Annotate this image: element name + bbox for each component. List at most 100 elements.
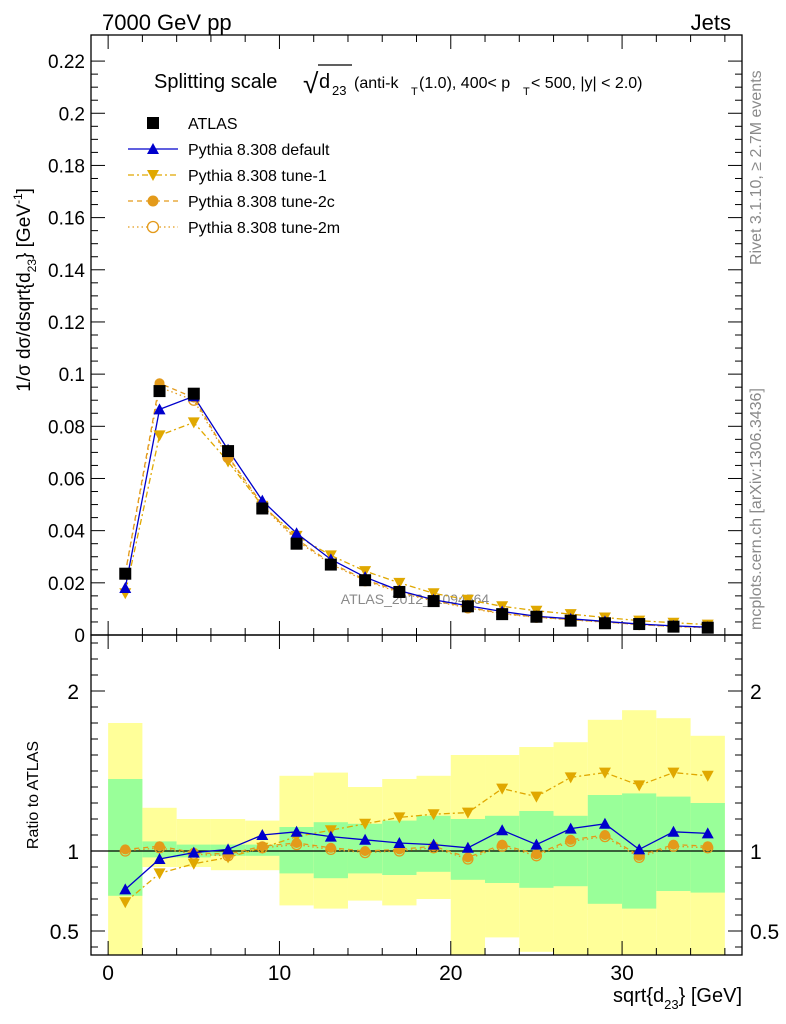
main-y-tick-label: 0.14 [48, 261, 85, 282]
ratio-point-tune2m [290, 838, 303, 851]
main-point-tune1 [427, 588, 440, 600]
ratio-y-tick-label: 2 [67, 681, 79, 704]
ratio-y-tick-label-right: 0.5 [750, 921, 779, 944]
chart-title: Splitting scale √ d 23 (anti-k T (1.0), … [154, 64, 643, 99]
main-point-atlas [667, 620, 680, 633]
ratio-point-tune1 [153, 868, 166, 880]
ratio-point-default [393, 837, 406, 848]
legend-tune2c-marker [147, 195, 159, 207]
title-prefix: Splitting scale [154, 71, 277, 93]
main-point-atlas [393, 585, 406, 598]
title-cond3: < 500, |y| < 2.0) [531, 75, 643, 92]
main-y-tick-label: 0.22 [48, 52, 85, 73]
ratio-bands [91, 710, 742, 955]
ratio-point-tune2m [462, 853, 474, 865]
main-y-tick-label: 0.2 [59, 104, 85, 125]
x-tick-label: 10 [268, 962, 291, 985]
ratio-point-tune1 [427, 809, 440, 821]
ratio-y-tick-label: 1 [67, 841, 79, 864]
ratio-point-default [222, 843, 235, 855]
ratio-point-tune2m [496, 840, 508, 852]
ratio-point-tune1 [496, 783, 509, 795]
svg-text:1/σ dσ/dsqrt{d23} [GeV-1]: 1/σ dσ/dsqrt{d23} [GeV-1] [11, 188, 39, 392]
ratio-y-axis-label: Ratio to ATLAS [25, 741, 42, 849]
main-point-atlas [598, 617, 611, 630]
ratio-point-default [187, 846, 200, 858]
ratio-point-tune1 [701, 770, 714, 782]
ratio-point-tune1 [530, 791, 543, 803]
main-point-atlas [359, 574, 372, 587]
main-point-default [153, 403, 166, 415]
legend-atlas-marker [147, 117, 159, 129]
main-point-tune1 [153, 430, 166, 442]
mcplots-label: mcplots.cern.ch [arXiv:1306.3436] [748, 388, 765, 630]
title-d-sub: 23 [332, 83, 346, 98]
main-point-atlas [256, 502, 269, 515]
main-y-tick-label: 0.02 [48, 574, 85, 595]
ylabel-part3: ] [14, 188, 35, 193]
main-y-tick-label: 0.16 [48, 209, 85, 230]
ratio-point-tune1 [461, 807, 474, 819]
main-point-tune1 [393, 577, 406, 589]
ratio-point-default [324, 830, 337, 842]
ratio-line-tune2m [125, 835, 708, 860]
ratio-point-tune2m [359, 846, 371, 859]
ylabel-sub: 23 [25, 259, 39, 273]
main-y-tick-label: 0.08 [48, 417, 85, 438]
ratio-point-tune1 [564, 772, 577, 784]
main-y-tick-label: 0.12 [48, 313, 85, 334]
main-point-atlas [427, 595, 440, 608]
ratio-axis-ticks: 0.5 0.51 12 20 10 20 30 [50, 635, 779, 985]
ratio-point-tune2m [530, 850, 543, 862]
xlabel-part2: } [GeV] [679, 985, 742, 1007]
main-point-atlas [496, 608, 509, 621]
legend-tune2c-label: Pythia 8.308 tune-2c [188, 194, 335, 211]
main-point-atlas [324, 558, 337, 571]
main-point-atlas [461, 600, 474, 613]
main-point-atlas [290, 537, 303, 550]
legend-tune1-label: Pythia 8.308 tune-1 [188, 168, 327, 185]
main-point-atlas [530, 610, 543, 623]
legend-default-label: Pythia 8.308 default [188, 142, 330, 159]
title-cond2: (1.0), 400< p [419, 75, 510, 92]
ylabel-sup: -1 [11, 193, 25, 204]
x-tick-label: 0 [102, 962, 114, 985]
main-y-tick-label: 0.06 [48, 469, 85, 490]
energy-label: 7000 GeV pp [102, 10, 232, 35]
title-cond1: (anti-k [354, 75, 399, 92]
main-point-default [290, 527, 303, 539]
ratio-point-default [633, 843, 646, 855]
main-y-tick-label: 0.1 [59, 365, 85, 386]
ratio-point-default [564, 822, 577, 834]
main-point-atlas [564, 614, 577, 627]
ratio-point-tune2m [599, 830, 611, 843]
ratio-point-default [256, 829, 269, 840]
ratio-y-tick-label: 0.5 [50, 921, 79, 944]
rivet-label: Rivet 3.1.10, ≥ 2.7M events [748, 70, 765, 265]
ratio-point-tune1 [667, 767, 680, 779]
ratio-point-default [598, 817, 611, 829]
main-series [119, 378, 714, 634]
title-cond2-sub: T [523, 86, 530, 98]
legend: ATLAS Pythia 8.308 default Pythia 8.308 … [128, 116, 340, 237]
ratio-point-default [496, 824, 509, 836]
main-y-tick-label: 0 [74, 626, 85, 647]
ratio-point-tune1 [393, 812, 406, 824]
main-point-atlas [187, 387, 200, 400]
ratio-point-default [530, 838, 543, 850]
main-y-tick-label: 0.04 [48, 522, 85, 543]
main-point-tune1 [187, 417, 200, 429]
ratio-point-tune2m [667, 840, 680, 852]
ratio-point-tune1 [598, 767, 611, 779]
main-point-default [119, 582, 132, 594]
ratio-point-tune2m [153, 842, 166, 854]
legend-default-marker [147, 143, 159, 154]
legend-tune1-marker [147, 170, 159, 181]
ratio-point-default [359, 833, 372, 845]
ylabel-part2: } [GeV [14, 204, 35, 259]
title-sqrt-sign: √ [303, 68, 319, 99]
x-tick-label: 30 [610, 962, 633, 985]
ratio-point-default [427, 838, 440, 850]
ratio-point-tune2m [702, 842, 714, 854]
